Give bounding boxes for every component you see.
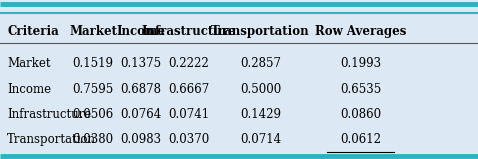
Text: 0.6535: 0.6535 xyxy=(340,83,381,96)
Text: 0.6667: 0.6667 xyxy=(168,83,209,96)
Text: 0.1993: 0.1993 xyxy=(340,57,381,70)
Text: 0.6878: 0.6878 xyxy=(120,83,162,96)
Text: 0.2222: 0.2222 xyxy=(168,57,209,70)
Text: 0.0714: 0.0714 xyxy=(240,133,281,146)
Text: 0.0764: 0.0764 xyxy=(120,108,162,121)
Text: 0.0860: 0.0860 xyxy=(340,108,381,121)
Text: 0.0612: 0.0612 xyxy=(340,133,381,146)
Text: 0.0370: 0.0370 xyxy=(168,133,209,146)
Text: 0.1375: 0.1375 xyxy=(120,57,162,70)
Text: 0.1429: 0.1429 xyxy=(240,108,281,121)
Text: Criteria: Criteria xyxy=(7,25,59,38)
Text: Market: Market xyxy=(69,25,117,38)
Text: Income: Income xyxy=(117,25,165,38)
Text: Market: Market xyxy=(7,57,51,70)
Text: 0.2857: 0.2857 xyxy=(240,57,281,70)
Text: 0.0380: 0.0380 xyxy=(73,133,114,146)
Text: 0.0741: 0.0741 xyxy=(168,108,209,121)
Text: Income: Income xyxy=(7,83,51,96)
Text: 0.7595: 0.7595 xyxy=(73,83,114,96)
Text: Row Averages: Row Averages xyxy=(315,25,407,38)
Text: Infrastructure: Infrastructure xyxy=(141,25,236,38)
Text: 0.0983: 0.0983 xyxy=(120,133,162,146)
Text: Transportation: Transportation xyxy=(7,133,96,146)
Text: Transportation: Transportation xyxy=(211,25,310,38)
Text: 0.0506: 0.0506 xyxy=(73,108,114,121)
Text: Infrastructure: Infrastructure xyxy=(7,108,91,121)
Text: 0.5000: 0.5000 xyxy=(240,83,281,96)
Text: 0.1519: 0.1519 xyxy=(73,57,114,70)
